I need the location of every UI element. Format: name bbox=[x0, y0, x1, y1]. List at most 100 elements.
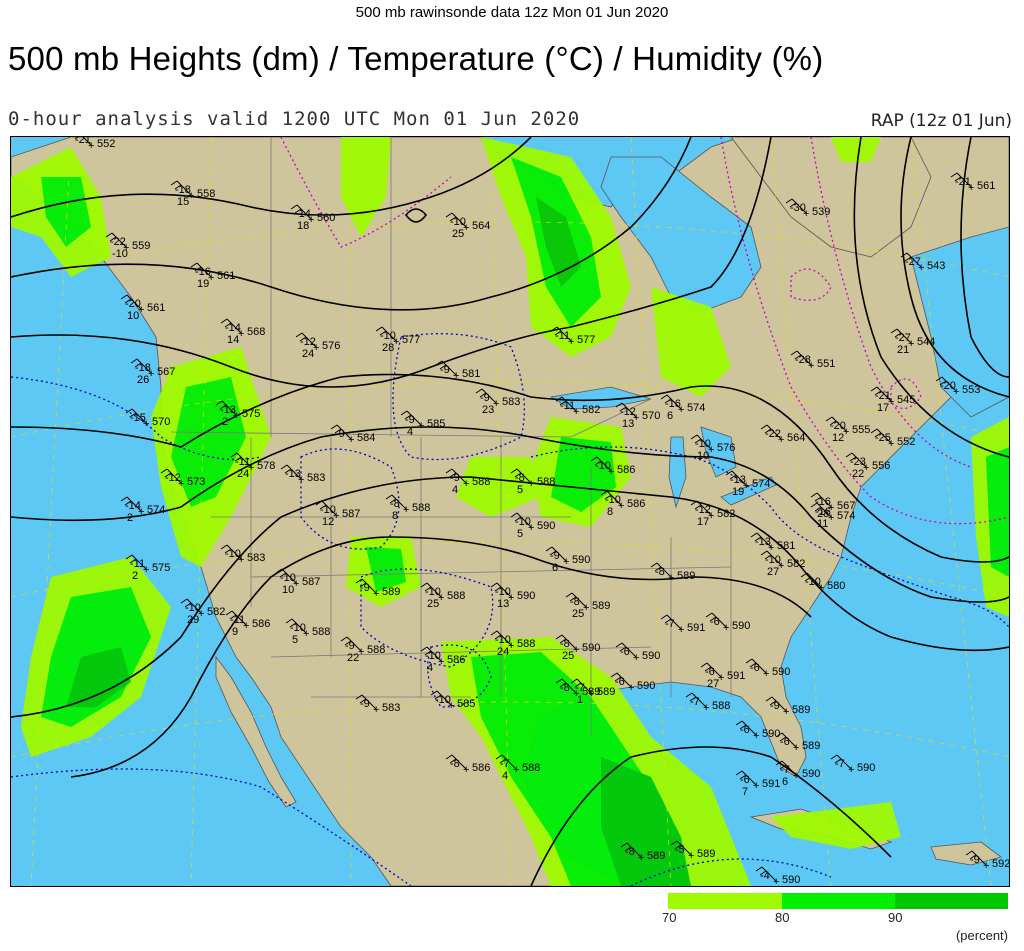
station-dewpoint: 6 bbox=[782, 776, 788, 788]
station-dewpoint: 2 bbox=[132, 570, 138, 582]
wind-barb-icon bbox=[190, 262, 212, 278]
station-temperature: -9 bbox=[360, 582, 370, 594]
lake-erie bbox=[720, 476, 777, 506]
station-plot: +-16 574 6 bbox=[660, 394, 705, 422]
station-dewpoint: 23 bbox=[482, 404, 494, 416]
station-temperature: -6 bbox=[750, 662, 760, 674]
station-plot: +-4 590 bbox=[755, 866, 800, 886]
wind-barb-icon bbox=[220, 544, 242, 560]
station-plot: +-8 590 25 bbox=[555, 634, 600, 662]
wind-barb-icon bbox=[385, 494, 407, 510]
station-marker: + bbox=[708, 444, 714, 456]
station-temperature: -8 bbox=[625, 846, 635, 858]
station-height: 576 bbox=[717, 442, 735, 454]
station-marker: + bbox=[333, 510, 339, 522]
station-height: 581 bbox=[462, 368, 480, 380]
station-temperature: -10 bbox=[805, 576, 821, 588]
hispaniola bbox=[930, 841, 1002, 866]
station-marker: + bbox=[178, 478, 184, 490]
station-temperature: -28 bbox=[795, 354, 811, 366]
station-marker: + bbox=[438, 592, 444, 604]
lake-superior bbox=[549, 386, 652, 410]
station-temperature: -10 bbox=[425, 650, 441, 662]
wind-barb-icon bbox=[340, 636, 362, 652]
station-dewpoint: 5 bbox=[292, 634, 298, 646]
wind-barb-icon bbox=[900, 252, 922, 268]
wind-barb-icon bbox=[445, 754, 467, 770]
station-marker: + bbox=[233, 410, 239, 422]
station-height: 555 bbox=[852, 424, 870, 436]
station-dewpoint: 4 bbox=[407, 426, 413, 438]
wind-barb-icon bbox=[950, 172, 972, 188]
station-marker: + bbox=[313, 342, 319, 354]
station-height: 545 bbox=[897, 394, 915, 406]
station-marker: + bbox=[508, 640, 514, 652]
wind-barb-icon bbox=[650, 562, 672, 578]
station-plot: +-11 577 bbox=[550, 326, 595, 348]
station-dewpoint: 19 bbox=[732, 486, 744, 498]
station-temperature: -13 bbox=[730, 474, 746, 486]
station-dewpoint: 11 bbox=[817, 518, 828, 530]
station-plot: +-21 561 bbox=[950, 172, 995, 194]
station-height: 560 bbox=[317, 212, 335, 224]
station-marker: + bbox=[463, 478, 469, 490]
station-marker: + bbox=[588, 688, 594, 700]
map-title: 500 mb Heights (dm) / Temperature (°C) /… bbox=[8, 40, 824, 77]
station-plot: +-10 590 13 bbox=[490, 582, 535, 610]
station-plot: +-22 559 -10 bbox=[105, 232, 150, 260]
station-height: 582 bbox=[717, 508, 735, 520]
wind-barb-icon bbox=[355, 578, 377, 594]
wind-barb-icon bbox=[420, 582, 442, 598]
wind-barb-icon bbox=[445, 468, 467, 484]
station-temperature: -20 bbox=[830, 420, 846, 432]
wind-barb-icon bbox=[74, 137, 92, 146]
wind-barb-icon bbox=[545, 546, 567, 562]
wind-barb-icon bbox=[160, 468, 182, 484]
station-plot: +-21 552 bbox=[74, 137, 115, 152]
station-temperature: -11 bbox=[130, 558, 145, 570]
station-temperature: -14 bbox=[125, 500, 141, 512]
station-temperature: -11 bbox=[560, 400, 575, 412]
station-plot: +-30 539 bbox=[785, 198, 830, 220]
station-temperature: -12 bbox=[300, 336, 316, 348]
station-plot: +-13 575 2 bbox=[215, 400, 260, 428]
valid-time-subtitle: 0-hour analysis valid 1200 UTC Mon 01 Ju… bbox=[8, 108, 581, 130]
station-marker: + bbox=[793, 770, 799, 782]
station-marker: + bbox=[208, 272, 214, 284]
station-temperature: -21 bbox=[75, 137, 91, 146]
station-temperature: -30 bbox=[790, 202, 806, 214]
station-marker: + bbox=[778, 434, 784, 446]
station-plot: +-8 589 bbox=[650, 562, 695, 584]
station-dewpoint: 12 bbox=[832, 432, 844, 444]
station-plot: +-6 589 bbox=[775, 732, 820, 754]
station-height: 589 bbox=[597, 686, 615, 698]
station-temperature: -8 bbox=[560, 682, 570, 694]
station-dewpoint: 5 bbox=[517, 484, 523, 496]
station-marker: + bbox=[723, 622, 729, 634]
station-dewpoint: 13 bbox=[622, 418, 634, 430]
wind-barb-icon bbox=[775, 760, 797, 776]
station-marker: + bbox=[983, 860, 989, 872]
wind-barb-icon bbox=[315, 500, 337, 516]
station-height: 586 bbox=[447, 654, 465, 666]
station-dewpoint: 2 bbox=[127, 512, 133, 524]
station-temperature: -18 bbox=[135, 362, 151, 374]
station-marker: + bbox=[573, 406, 579, 418]
station-temperature: -21 bbox=[955, 176, 971, 188]
wind-barb-icon bbox=[705, 612, 727, 628]
wind-barb-icon bbox=[755, 866, 777, 882]
station-temperature: -13 bbox=[220, 404, 236, 416]
station-marker: + bbox=[688, 850, 694, 862]
station-marker: + bbox=[463, 222, 469, 234]
station-marker: + bbox=[238, 328, 244, 340]
station-dewpoint: 26 bbox=[137, 374, 149, 386]
station-marker: + bbox=[793, 742, 799, 754]
station-height: 590 bbox=[637, 680, 655, 692]
station-plot: +-9 583 bbox=[355, 694, 400, 716]
station-marker: + bbox=[778, 560, 784, 572]
station-dewpoint: 24 bbox=[302, 348, 314, 360]
station-marker: + bbox=[888, 396, 894, 408]
wind-barb-icon bbox=[825, 416, 847, 432]
station-marker: + bbox=[453, 370, 459, 382]
